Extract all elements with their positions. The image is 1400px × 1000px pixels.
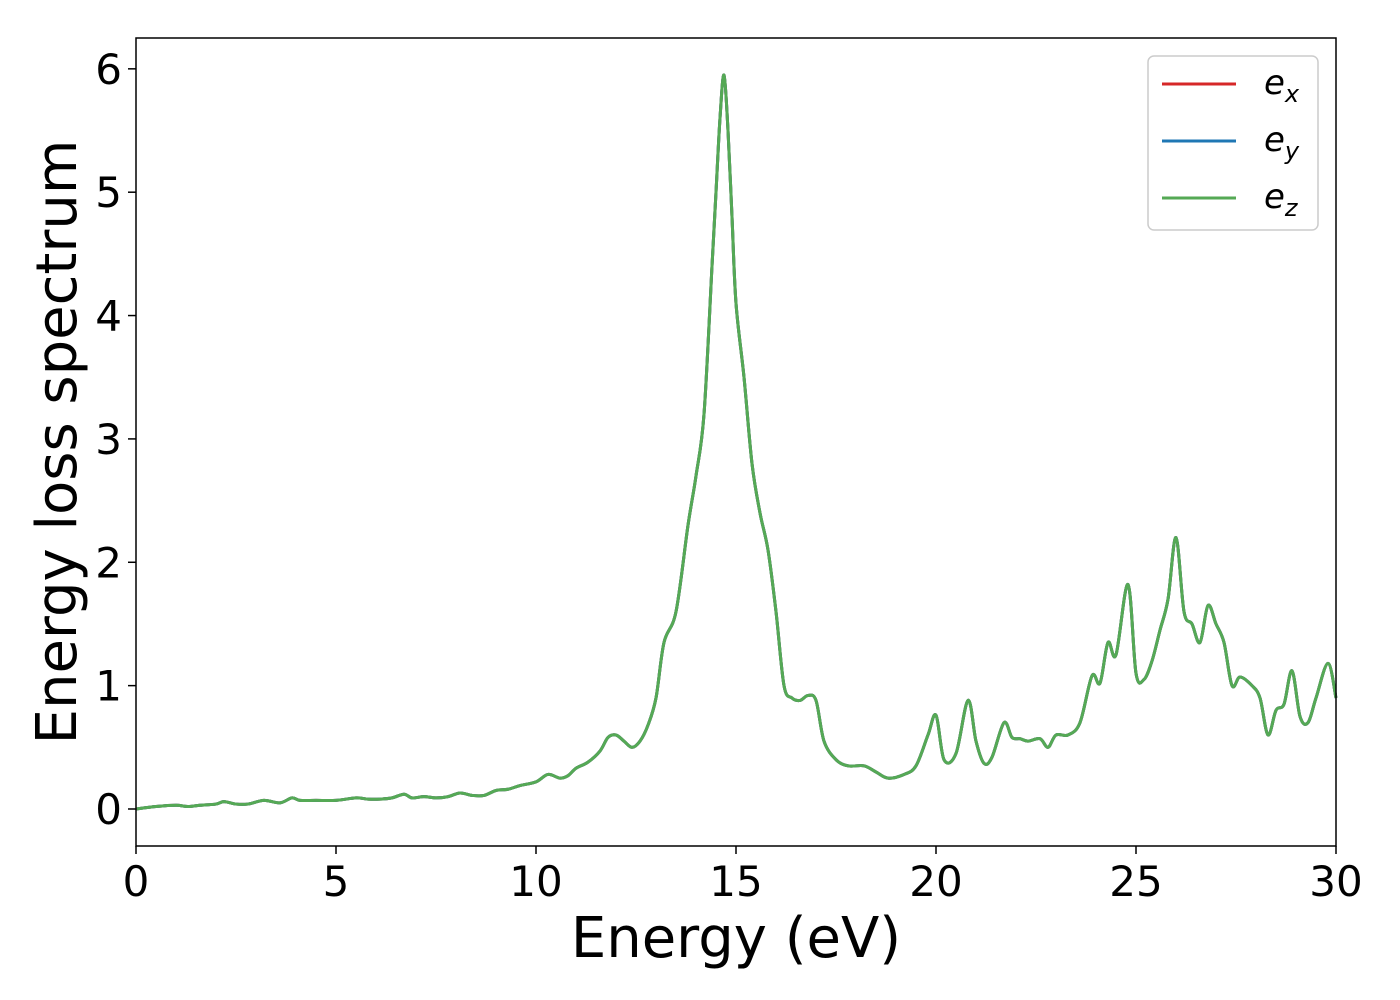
legend-label-base: e <box>1264 177 1285 217</box>
legend-label-ey: ey <box>1264 120 1300 165</box>
legend-label-base: e <box>1264 63 1285 103</box>
legend-label-ez: ez <box>1264 177 1299 222</box>
y-tick-label: 3 <box>95 415 122 464</box>
legend-label-base: e <box>1264 120 1285 160</box>
legend-label-subscript: y <box>1284 137 1300 165</box>
x-tick-label: 30 <box>1309 857 1362 906</box>
y-tick-label: 2 <box>95 538 122 587</box>
x-tick-label: 15 <box>709 857 762 906</box>
y-tick-label: 6 <box>95 45 122 94</box>
series-layer <box>135 73 1338 811</box>
y-tick-label: 5 <box>95 168 122 217</box>
x-tick-label: 5 <box>323 857 350 906</box>
y-axis-ticks: 0 1 2 3 4 5 6 <box>95 45 136 834</box>
y-tick-label: 4 <box>95 292 122 341</box>
series-line-ez <box>135 73 1338 811</box>
legend-label-ex: ex <box>1264 63 1300 108</box>
legend-label-subscript: x <box>1284 80 1300 108</box>
y-tick-label: 0 <box>95 785 122 834</box>
x-tick-label: 10 <box>509 857 562 906</box>
x-tick-label: 20 <box>909 857 962 906</box>
x-axis-ticks: 0 5 10 15 20 25 30 <box>123 846 1363 906</box>
x-tick-label: 25 <box>1109 857 1162 906</box>
legend-box <box>1147 55 1319 231</box>
x-tick-label: 0 <box>123 857 150 906</box>
y-axis-title: Energy loss spectrum <box>25 140 90 745</box>
legend-label-subscript: z <box>1284 194 1299 222</box>
y-tick-label: 1 <box>95 662 122 711</box>
x-axis-title: Energy (eV) <box>571 906 901 971</box>
